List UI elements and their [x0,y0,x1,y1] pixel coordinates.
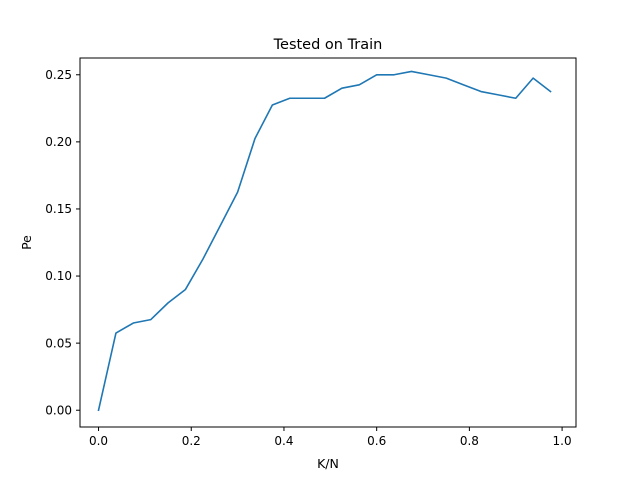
plot-frame [79,57,577,428]
x-tick-label: 0.6 [367,434,386,448]
x-tick-label: 1.0 [553,434,572,448]
x-tick-label: 0.4 [274,434,293,448]
y-tick-label: 0.00 [45,403,72,417]
chart-title: Tested on Train [273,37,383,53]
y-tick-label: 0.20 [45,135,72,149]
y-axis-label: Pe [19,235,34,250]
x-tick-label: 0.8 [460,434,479,448]
x-axis-label: K/N [317,456,339,471]
y-axis-ticks: 0.00 0.05 0.10 0.15 0.20 0.25 [45,68,80,417]
x-tick-label: 0.2 [182,434,201,448]
x-axis-ticks: 0.0 0.2 0.4 0.6 0.8 1.0 [89,427,572,448]
x-tick-label: 0.0 [89,434,108,448]
y-tick-label: 0.25 [45,68,72,82]
plot-area [80,58,576,427]
y-tick-label: 0.05 [45,336,72,350]
series-layer [97,70,552,412]
series-line [97,70,552,412]
y-tick-label: 0.10 [45,269,72,283]
y-tick-label: 0.15 [45,202,72,216]
